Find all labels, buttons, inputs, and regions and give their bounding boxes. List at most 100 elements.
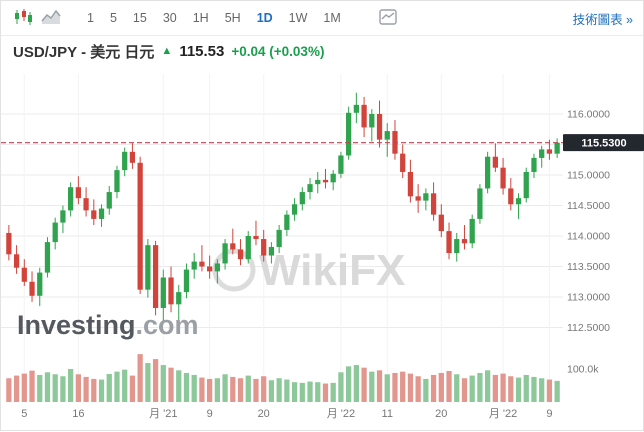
volume-bar bbox=[384, 374, 390, 402]
candlestick-chart[interactable]: WikiFX 116.0000 115.0000 114.5000 114.0000 11… bbox=[1, 64, 644, 432]
candle-body bbox=[384, 131, 390, 140]
volume-bar bbox=[230, 376, 236, 402]
indicators-button[interactable] bbox=[375, 7, 401, 30]
volume-bar bbox=[83, 376, 89, 402]
volume-bar bbox=[68, 369, 74, 402]
candle-body bbox=[191, 261, 197, 270]
volume-bar bbox=[44, 372, 51, 402]
instrument-header: USD/JPY - 美元 日元 ▲ 115.53 +0.04 (+0.03%) bbox=[1, 36, 643, 64]
timeframe-button-1H[interactable]: 1H bbox=[185, 8, 217, 28]
candle-body bbox=[446, 231, 452, 254]
timeframe-button-5[interactable]: 5 bbox=[102, 8, 125, 28]
candle-body bbox=[400, 153, 406, 172]
volume-bar bbox=[152, 359, 159, 402]
volume-bar bbox=[106, 373, 112, 402]
candle-body bbox=[145, 245, 151, 290]
volume-bar bbox=[485, 370, 491, 402]
volume-bar bbox=[307, 381, 313, 402]
candle-body bbox=[307, 184, 313, 193]
candle-body bbox=[183, 269, 190, 293]
volume-bar bbox=[461, 378, 468, 402]
timeframe-button-5H[interactable]: 5H bbox=[217, 8, 249, 28]
volume-bar bbox=[423, 378, 429, 402]
volume-bar bbox=[214, 378, 220, 402]
candle-body bbox=[68, 187, 74, 211]
candle-body bbox=[523, 171, 529, 199]
volume-bar bbox=[407, 373, 414, 402]
candle-body bbox=[430, 193, 437, 215]
volume-bar bbox=[253, 378, 259, 402]
volume-bar bbox=[91, 378, 97, 402]
candle-body bbox=[539, 149, 545, 158]
candle-body bbox=[469, 218, 475, 244]
candle-body bbox=[29, 281, 35, 296]
candle-body bbox=[423, 193, 429, 201]
candle-body bbox=[284, 214, 290, 230]
candle-body bbox=[13, 254, 20, 268]
volume-bar bbox=[322, 383, 329, 402]
x-axis-label: 月 '21 bbox=[149, 408, 177, 420]
candlestick-chart-type-button[interactable] bbox=[9, 6, 37, 31]
candle-body bbox=[346, 112, 352, 156]
volume-bar bbox=[477, 372, 483, 402]
x-axis-label: 20 bbox=[435, 408, 447, 420]
volume-bar bbox=[353, 365, 359, 402]
candle-body bbox=[330, 173, 336, 183]
volume-bar bbox=[438, 372, 444, 402]
candle-body bbox=[52, 222, 58, 243]
candle-body bbox=[353, 104, 359, 113]
volume-bar bbox=[346, 366, 352, 402]
timeframe-button-15[interactable]: 15 bbox=[125, 8, 155, 28]
candle-body bbox=[152, 245, 159, 308]
area-chart-type-button[interactable] bbox=[37, 6, 65, 31]
y-axis-label: 116.0000 bbox=[567, 109, 610, 121]
volume-bar bbox=[500, 373, 506, 402]
candle-body bbox=[546, 149, 553, 154]
volume-bar bbox=[291, 382, 298, 402]
volume-bar bbox=[183, 372, 190, 402]
timeframe-button-1W[interactable]: 1W bbox=[281, 8, 316, 28]
candle-body bbox=[415, 196, 421, 201]
volume-bar bbox=[37, 374, 43, 402]
volume-bar bbox=[122, 369, 128, 402]
x-axis-label: 9 bbox=[207, 408, 213, 420]
x-axis-label: 11 bbox=[382, 408, 393, 420]
candle-body bbox=[438, 214, 444, 232]
candle-body bbox=[268, 246, 275, 256]
volume-bar bbox=[13, 375, 20, 402]
y-axis-label: 112.5000 bbox=[567, 322, 610, 334]
timeframe-button-1M[interactable]: 1M bbox=[315, 8, 348, 28]
volume-bar bbox=[268, 380, 275, 402]
candle-body bbox=[129, 151, 136, 163]
volume-bar bbox=[469, 375, 475, 402]
y-axis-label: 113.0000 bbox=[567, 292, 610, 304]
y-axis-label: 114.5000 bbox=[567, 200, 610, 212]
x-axis-label: 5 bbox=[21, 408, 27, 420]
candle-body bbox=[477, 188, 483, 219]
last-price-badge-label: 115.5300 bbox=[581, 138, 626, 150]
timeframe-button-1D[interactable]: 1D bbox=[249, 8, 281, 28]
y-axis-label: 114.0000 bbox=[567, 231, 610, 243]
candle-body bbox=[338, 155, 344, 174]
last-price: 115.53 bbox=[179, 42, 225, 60]
volume-bar bbox=[330, 382, 336, 402]
timeframe-button-30[interactable]: 30 bbox=[155, 8, 185, 28]
volume-axis-label: 100.0k bbox=[567, 364, 599, 376]
x-axis-label: 月 '22 bbox=[327, 408, 355, 420]
timeframe-button-1[interactable]: 1 bbox=[79, 8, 102, 28]
volume-bar bbox=[145, 363, 151, 402]
candle-body bbox=[376, 114, 383, 140]
volume-bar bbox=[245, 375, 251, 402]
volume-bar bbox=[546, 379, 553, 402]
volume-bar bbox=[376, 370, 383, 402]
volume-bar bbox=[207, 378, 213, 402]
volume-bar bbox=[539, 378, 545, 402]
candle-body bbox=[214, 263, 220, 272]
candlestick-chart-icon bbox=[13, 8, 33, 29]
x-axis-label: 9 bbox=[546, 408, 552, 420]
tech-chart-link[interactable]: 技術圖表 » bbox=[572, 12, 633, 27]
candle-body bbox=[207, 266, 213, 272]
volume-bar bbox=[191, 374, 197, 402]
volume-bar bbox=[276, 378, 282, 402]
last-price-badge bbox=[563, 134, 644, 152]
